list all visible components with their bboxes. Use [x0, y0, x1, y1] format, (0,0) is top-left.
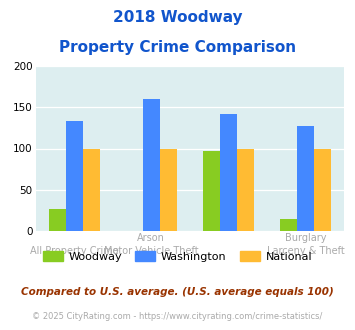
Bar — [143, 99, 160, 231]
Text: Motor Vehicle Theft: Motor Vehicle Theft — [104, 246, 199, 256]
Bar — [280, 219, 297, 231]
Text: Arson: Arson — [137, 233, 165, 243]
Text: Property Crime Comparison: Property Crime Comparison — [59, 40, 296, 54]
Legend: Woodway, Washington, National: Woodway, Washington, National — [38, 247, 317, 267]
Text: Compared to U.S. average. (U.S. average equals 100): Compared to U.S. average. (U.S. average … — [21, 287, 334, 297]
Text: 2018 Woodway: 2018 Woodway — [113, 10, 242, 25]
Text: Larceny & Theft: Larceny & Theft — [267, 246, 345, 256]
Bar — [203, 151, 220, 231]
Bar — [49, 209, 66, 231]
Bar — [83, 148, 100, 231]
Bar — [314, 148, 331, 231]
Bar — [66, 121, 83, 231]
Text: Burglary: Burglary — [285, 233, 327, 243]
Bar — [160, 148, 177, 231]
Bar — [220, 114, 237, 231]
Text: All Property Crime: All Property Crime — [30, 246, 119, 256]
Bar — [237, 148, 254, 231]
Bar — [297, 126, 314, 231]
Text: © 2025 CityRating.com - https://www.cityrating.com/crime-statistics/: © 2025 CityRating.com - https://www.city… — [32, 312, 323, 321]
